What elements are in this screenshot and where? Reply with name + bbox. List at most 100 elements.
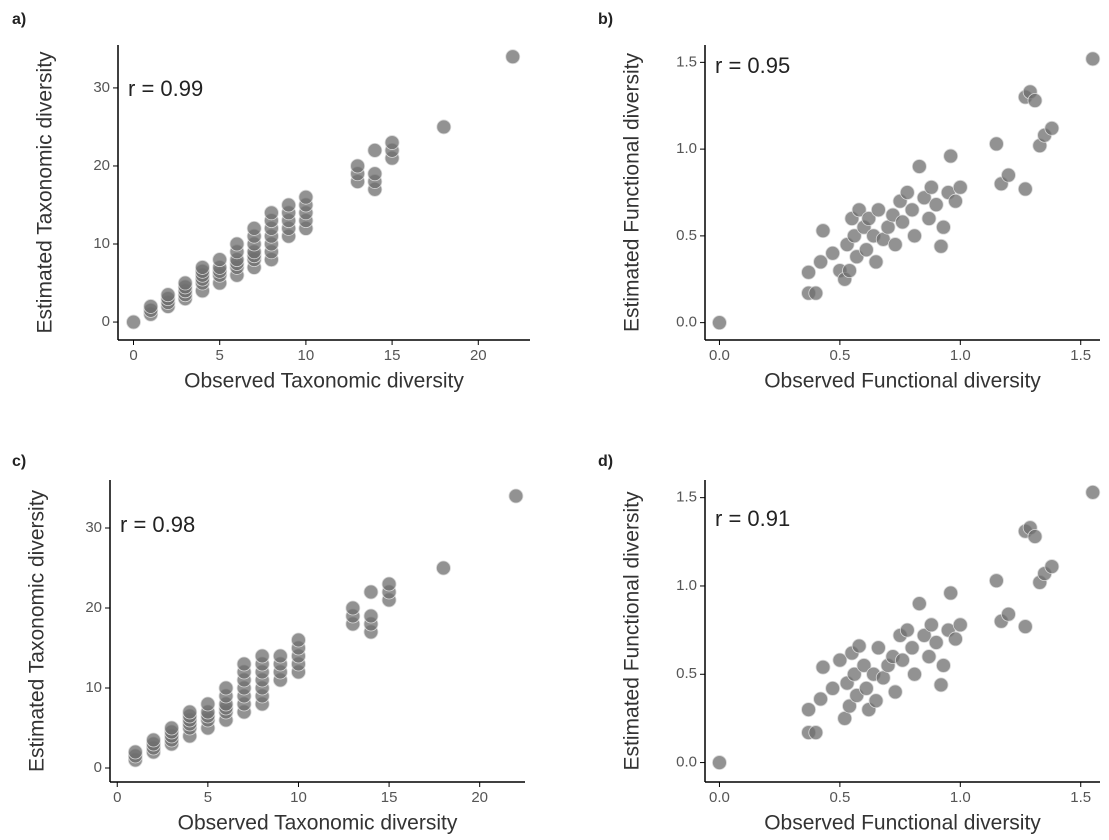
x-tick-label: 0 [129,347,137,364]
point [813,254,829,270]
y-tick-label: 1.5 [676,489,697,506]
y-axis-title: Estimated Functional diversity [621,491,644,770]
point [928,635,944,650]
point [367,166,383,182]
x-tick-label: 1.5 [1070,789,1091,806]
point [264,205,279,221]
x-tick-label: 0 [113,789,121,806]
point [871,202,886,218]
point [858,242,874,258]
point [363,608,379,624]
point [943,148,959,164]
point [1085,51,1101,67]
panel-label: a) [12,11,26,28]
point [842,698,857,714]
point [1044,559,1060,574]
x-tick-label: 1.5 [1070,347,1091,364]
point [1027,529,1043,544]
point [904,202,920,218]
point [895,652,910,668]
point [921,211,937,226]
point [989,573,1004,589]
x-tick-label: 10 [290,789,307,806]
y-tick-label: 0.0 [676,754,697,771]
point [858,680,874,696]
y-tick-label: 0 [94,759,102,776]
x-tick-label: 20 [470,347,487,364]
point [895,214,910,230]
y-tick-label: 0.0 [676,314,697,331]
point [813,691,829,707]
point [363,584,379,600]
y-tick-label: 0.5 [676,227,697,244]
point [298,189,314,205]
point [924,617,939,633]
point [712,315,727,331]
point [887,684,903,700]
point [146,732,161,748]
point [195,260,210,275]
point [861,211,877,226]
point [1027,93,1043,108]
point [837,711,853,726]
panel-label: d) [598,453,613,470]
point [508,488,524,504]
point [933,677,949,693]
x-axis-title: Observed Taxonomic diversity [178,812,458,835]
point [272,648,288,664]
x-tick-label: 0.0 [709,347,730,364]
x-tick-label: 20 [471,789,488,806]
point [936,658,951,673]
point [236,656,252,672]
x-tick-label: 1.0 [950,347,971,364]
point [254,648,270,664]
x-tick-label: 0.5 [829,347,850,364]
y-axis-title: Estimated Taxonomic diversity [26,489,49,772]
point [1017,619,1033,634]
y-tick-label: 10 [85,679,102,696]
point [367,142,383,158]
point [712,755,727,770]
point [887,237,903,252]
point [928,197,944,213]
point [825,245,841,261]
x-axis-title: Observed Functional diversity [764,812,1041,835]
point [127,744,143,760]
x-tick-label: 1.0 [950,789,971,806]
x-tick-label: 10 [298,347,315,364]
annotation: r = 0.99 [128,76,203,101]
point [907,666,922,682]
y-tick-label: 1.5 [676,53,697,70]
y-tick-label: 20 [93,157,110,174]
y-tick-label: 10 [93,235,110,252]
point [911,596,927,612]
y-tick-label: 20 [85,599,102,616]
y-tick-label: 30 [93,79,110,96]
point [815,659,831,675]
point [933,238,949,254]
point [801,702,816,717]
point [1017,181,1033,197]
point [436,119,452,135]
point [229,236,245,252]
point [916,628,932,643]
point [948,193,963,209]
y-axis-title: Estimated Taxonomic diversity [34,51,57,334]
point [911,159,927,174]
point [182,704,198,720]
point [871,640,886,656]
point [851,202,867,218]
point [384,135,400,150]
point [808,285,824,301]
point [815,223,831,239]
x-tick-label: 5 [204,789,212,806]
point [856,658,872,673]
point [948,631,963,647]
point [989,136,1004,152]
point [868,254,884,270]
annotation: r = 0.95 [715,53,790,78]
point [936,219,951,235]
point [846,666,862,682]
point [436,560,451,576]
